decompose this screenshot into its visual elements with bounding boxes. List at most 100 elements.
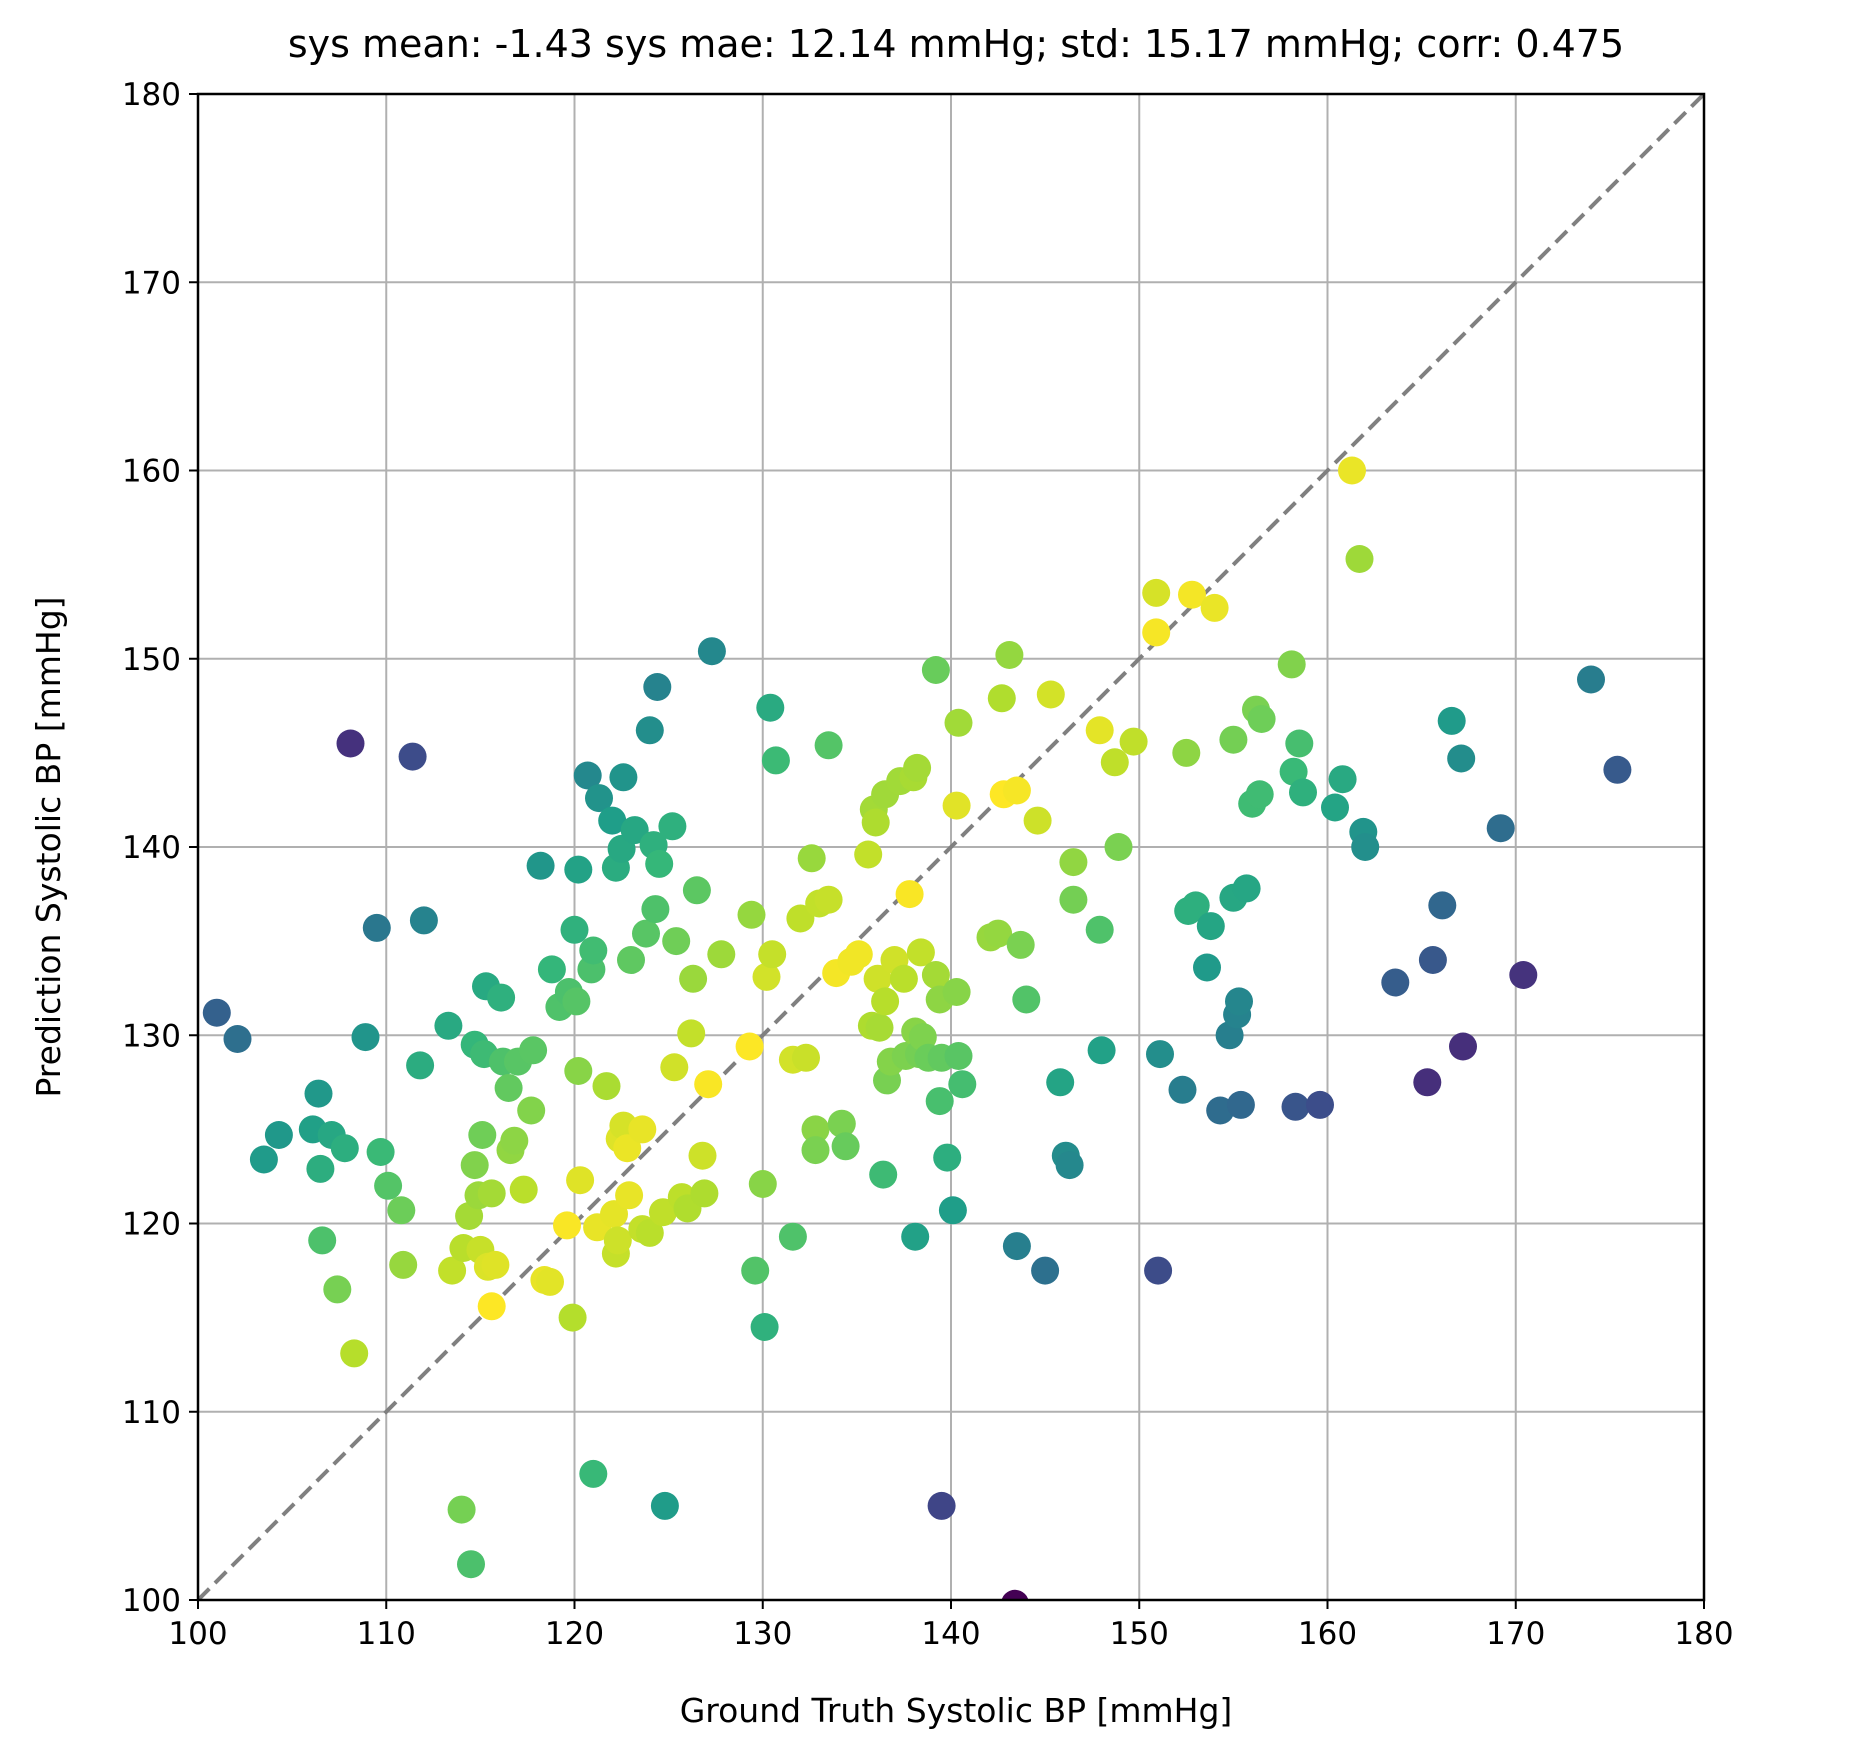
data-point [573,761,602,790]
data-point [688,1141,717,1170]
data-point [942,978,971,1006]
data-point [1002,1232,1031,1261]
x-tick-label: 160 [1298,1616,1357,1652]
data-point [1437,706,1466,735]
data-point [756,693,785,722]
data-point [1449,1032,1477,1061]
data-point [598,806,627,835]
data-point [374,1171,403,1200]
data-point [1306,1090,1334,1119]
data-point [679,964,708,993]
data-point [579,936,608,965]
data-point [351,1023,380,1052]
data-point [494,1074,523,1102]
data-point [933,1143,962,1172]
data-point [1059,848,1088,877]
points-layer [202,456,1632,1600]
data-point [406,1051,435,1080]
data-point [1447,744,1476,773]
data-point [1023,806,1052,835]
data-point [1285,729,1314,758]
data-point [249,1145,278,1174]
x-tick-label: 120 [545,1616,604,1652]
data-point [643,673,672,701]
data-point [398,742,427,771]
data-point [761,746,790,775]
y-tick-label: 130 [122,1018,181,1054]
data-point [1119,727,1148,756]
data-point [537,955,566,984]
data-point [995,641,1024,669]
data-point [871,987,900,1016]
data-point [564,855,593,884]
data-point [801,1136,830,1165]
data-point [948,1070,977,1099]
x-tick-label: 110 [357,1616,416,1652]
y-tick-label: 180 [122,77,181,113]
y-axis-label: Prediction Systolic BP [mmHg] [29,596,68,1097]
ticks: 100 110 120 130 140 150 160 170 180 100 110 120 130 1… [122,77,1734,1652]
y-tick-label: 160 [122,454,181,490]
data-point [592,1072,621,1101]
data-point [560,915,589,944]
data-point [814,731,843,760]
data-point [1428,891,1457,920]
x-tick-label: 150 [1110,1616,1169,1652]
data-point [752,962,781,991]
data-point [778,1222,807,1251]
data-point [409,906,438,935]
data-point [558,1303,587,1332]
data-point [468,1121,497,1149]
data-point [389,1250,418,1279]
data-point [797,844,826,873]
data-point [1338,456,1366,485]
data-point [564,1057,593,1085]
data-point [481,1250,510,1279]
data-point [697,637,726,666]
data-point [844,940,873,969]
data-point [1172,738,1201,767]
data-point [737,900,766,929]
data-point [1006,930,1035,959]
data-point [1142,618,1171,647]
data-point [387,1196,416,1225]
data-point [801,1115,830,1144]
data-point [1100,748,1129,777]
data-point [863,964,892,993]
data-point [562,987,591,1016]
data-point [1168,1075,1197,1104]
data-point [526,851,555,880]
x-tick-label: 100 [168,1616,227,1652]
data-point [741,1256,770,1285]
data-point [1002,776,1031,805]
data-point [1418,946,1447,974]
data-point [1144,1256,1173,1285]
data-point [792,1043,820,1072]
data-point [1059,885,1088,914]
data-point [944,708,973,737]
reference-line-layer [198,94,1704,1600]
data-point [519,1036,548,1065]
data-point [984,919,1013,948]
y-tick-label: 110 [122,1395,181,1431]
data-point [1247,705,1276,733]
data-point [306,1154,335,1183]
y-tick-label: 150 [122,642,181,678]
data-point [1196,912,1225,941]
data-point [1085,716,1114,745]
data-point [603,1226,632,1255]
data-point [536,1267,564,1296]
data-point [457,1550,485,1579]
data-point [1181,891,1210,920]
data-point [748,1170,777,1198]
data-point [600,1200,628,1229]
data-point [1087,1036,1116,1065]
data-point [942,791,971,820]
data-point [223,1025,252,1053]
data-point [1055,1151,1084,1180]
data-point [758,940,787,969]
data-point [682,876,711,905]
data-point [1085,915,1114,944]
data-point [434,1011,463,1040]
data-point [831,1132,860,1161]
